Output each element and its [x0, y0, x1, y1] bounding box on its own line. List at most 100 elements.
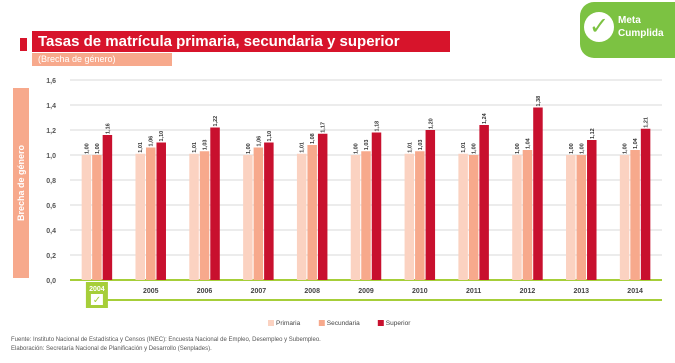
bar-superior: [264, 142, 274, 280]
data-label: 1,00: [84, 143, 90, 154]
y-tick-label: 1,0: [46, 153, 56, 160]
data-label: 1,17: [321, 122, 327, 133]
bar-superior: [533, 107, 543, 280]
data-label: 1,00: [95, 143, 101, 154]
data-label: 1,00: [579, 143, 585, 154]
legend-swatch: [268, 320, 274, 326]
data-label: 1,12: [590, 128, 596, 139]
bar-primaria: [566, 155, 576, 280]
y-tick-label: 0,2: [46, 253, 56, 260]
source-note: Fuente: Instituto Nacional de Estadístic…: [11, 336, 321, 354]
x-tick-label: 2014: [627, 288, 643, 295]
bar-secundaria: [415, 151, 425, 280]
y-tick-label: 1,2: [46, 128, 56, 135]
x-tick-label: 2009: [358, 288, 374, 295]
y-axis-label-band: [13, 88, 29, 278]
bar-secundaria: [630, 150, 640, 280]
data-label: 1,03: [203, 140, 209, 151]
y-tick-label: 0,4: [46, 228, 56, 235]
bar-superior: [371, 132, 382, 280]
bar-superior: [317, 133, 328, 280]
bar-primaria: [619, 155, 630, 280]
bar-superior: [425, 130, 436, 280]
data-label: 1,08: [310, 133, 316, 144]
x-tick-label: 2013: [573, 288, 589, 295]
x-tick-label: 2008: [304, 288, 320, 295]
bar-primaria: [404, 153, 415, 280]
legend-label: Primaria: [276, 320, 301, 327]
bar-superior: [156, 142, 166, 280]
data-label: 1,00: [515, 143, 521, 154]
data-label: 1,10: [159, 131, 165, 142]
data-label: 1,03: [364, 140, 370, 151]
bar-secundaria: [307, 145, 317, 280]
data-label: 1,01: [407, 142, 413, 153]
data-label: 1,21: [644, 117, 650, 128]
bar-superior: [102, 135, 113, 280]
x-tick-label: 2005: [143, 288, 159, 295]
data-label: 1,00: [569, 143, 575, 154]
bar-primaria: [189, 153, 199, 280]
source-line: Fuente: Instituto Nacional de Estadístic…: [11, 337, 321, 343]
x-tick-label: 2004: [89, 286, 105, 293]
chart-subtitle: (Brecha de género): [32, 53, 172, 66]
x-tick-label: 2010: [412, 288, 428, 295]
chart-title: Tasas de matrícula primaria, secundaria …: [32, 31, 450, 52]
data-label: 1,06: [149, 136, 155, 147]
bar-primaria: [458, 153, 468, 280]
badge-line-1: Meta: [618, 15, 641, 26]
bar-superior: [479, 125, 489, 280]
x-tick-label: 2011: [466, 288, 481, 295]
data-label: 1,22: [213, 116, 219, 127]
bar-secundaria: [253, 147, 264, 280]
bar-secundaria: [199, 151, 210, 280]
data-label: 1,01: [461, 142, 467, 153]
bar-secundaria: [576, 155, 587, 280]
y-tick-label: 0,0: [46, 278, 56, 285]
bar-secundaria: [361, 151, 371, 280]
meta-cumplida-badge: ✓ Meta Cumplida: [580, 2, 675, 58]
bar-secundaria: [92, 155, 102, 280]
check-icon: ✓: [93, 295, 101, 306]
y-axis-label: Brecha de género: [16, 144, 26, 222]
bar-superior: [587, 140, 597, 280]
data-label: 1,00: [623, 143, 629, 154]
first-year-check-box: [90, 294, 103, 305]
y-tick-label: 1,4: [46, 103, 56, 110]
badge-text: Meta Cumplida: [618, 14, 664, 40]
bar-primaria: [350, 155, 361, 280]
data-label: 1,20: [428, 118, 434, 129]
data-label: 1,01: [300, 142, 306, 153]
x-tick-label: 2006: [197, 288, 213, 295]
y-tick-label: 0,8: [46, 178, 56, 185]
data-label: 1,01: [138, 142, 144, 153]
bar-superior: [640, 128, 651, 280]
x-tick-label: 2012: [520, 288, 536, 295]
bar-secundaria: [145, 147, 156, 280]
data-label: 1,24: [482, 112, 488, 124]
bar-superior: [210, 127, 220, 280]
data-label: 1,16: [105, 123, 111, 134]
data-label: 1,03: [418, 140, 424, 151]
data-label: 1,10: [267, 131, 273, 142]
bar-primaria: [512, 155, 522, 280]
legend-label: Superior: [386, 320, 411, 327]
data-label: 1,06: [256, 136, 262, 147]
data-label: 1,00: [246, 143, 252, 154]
data-label: 1,04: [633, 137, 639, 149]
legend-swatch: [318, 320, 325, 326]
badge-line-2: Cumplida: [618, 28, 664, 39]
data-label: 1,18: [375, 121, 381, 132]
data-label: 1,38: [536, 96, 542, 107]
data-label: 1,00: [472, 143, 478, 154]
bar-primaria: [135, 153, 145, 280]
y-tick-label: 0,6: [46, 203, 56, 210]
legend-label: Secundaria: [327, 320, 360, 327]
bar-primaria: [296, 153, 307, 280]
bar-primaria: [243, 155, 253, 280]
y-tick-label: 1,6: [46, 78, 56, 85]
title-bullet: [20, 38, 27, 51]
check-icon: ✓: [584, 12, 614, 42]
bar-secundaria: [468, 155, 479, 280]
